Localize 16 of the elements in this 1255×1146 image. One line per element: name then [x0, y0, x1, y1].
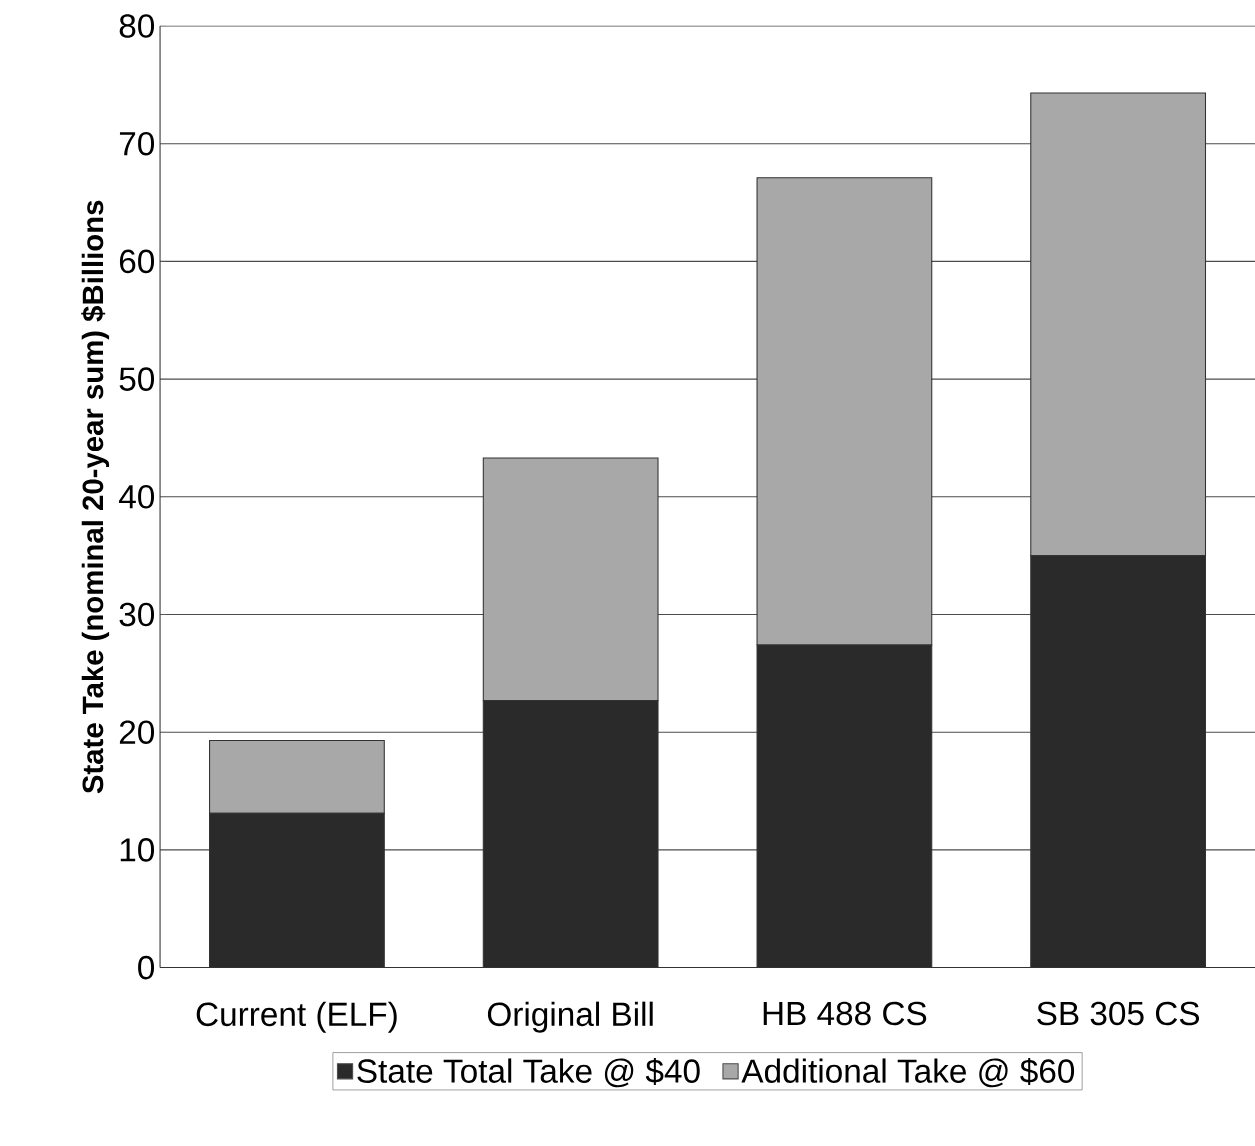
legend-label: State Total Take @ $40: [357, 1057, 700, 1088]
y-tick-label: 70: [119, 131, 155, 156]
y-tick-label: 60: [119, 249, 155, 274]
y-tick-label: 20: [119, 720, 155, 744]
y-tick-label: 30: [119, 602, 155, 627]
x-tick-label: HB 488 CS: [763, 1001, 927, 1026]
x-tick-label: Original Bill: [487, 1001, 653, 1033]
y-tick-label: 10: [120, 837, 155, 862]
legend-label: Additional Take @ $60: [741, 1057, 1075, 1088]
y-tick-label: 0: [138, 955, 155, 980]
x-tick-label: SB 305 CS: [1037, 1001, 1200, 1026]
y-axis-title: State Take (nominal 20-year sum) $Billions: [81, 200, 110, 794]
x-tick-label: Current (ELF): [196, 1001, 397, 1033]
y-tick-label: 50: [119, 367, 155, 391]
y-tick-label: 80: [119, 14, 155, 38]
y-tick-label: 40: [119, 484, 155, 509]
